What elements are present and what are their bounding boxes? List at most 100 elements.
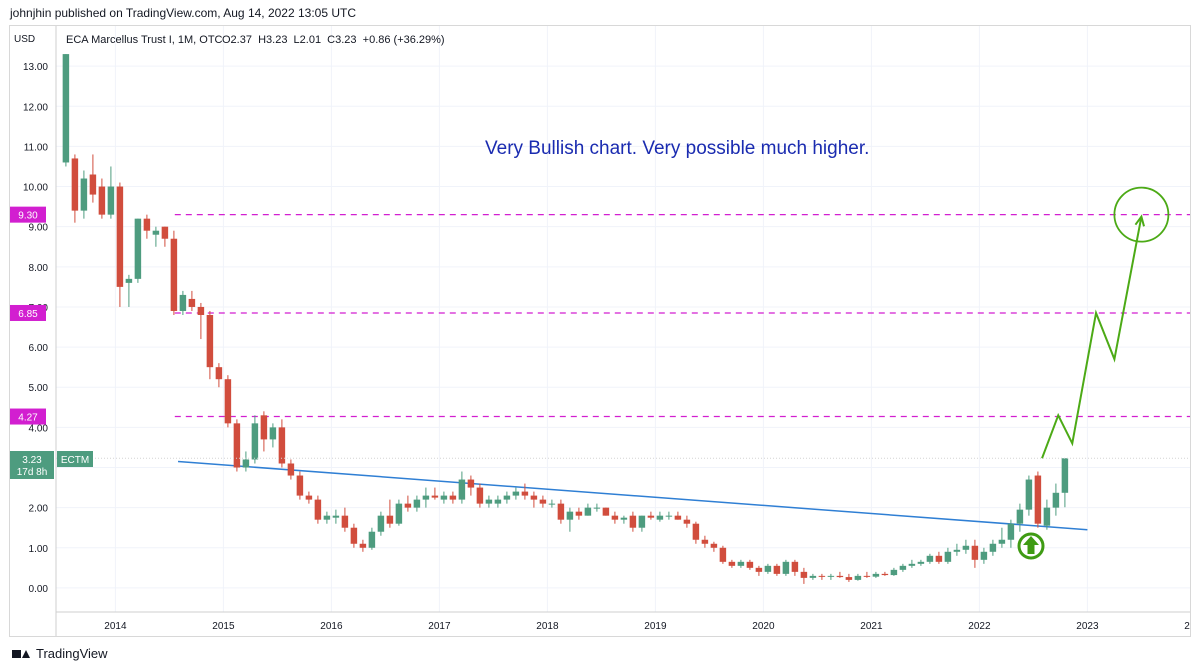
- y-tick-label: 0.00: [29, 584, 49, 595]
- candle: [1034, 471, 1042, 528]
- candle: [827, 573, 835, 580]
- candle: [980, 547, 988, 564]
- candle-body: [503, 495, 511, 500]
- candle: [89, 154, 97, 203]
- candle-body: [584, 507, 592, 516]
- candle-body: [1007, 523, 1015, 540]
- candle-body: [71, 158, 79, 211]
- candle: [62, 54, 70, 167]
- candle: [215, 363, 223, 388]
- candle: [998, 527, 1006, 548]
- candle-body: [539, 499, 547, 504]
- candle: [467, 475, 475, 496]
- horizontal-levels: [174, 213, 1190, 418]
- annotation-text: Very Bullish chart. Very possible much h…: [485, 138, 869, 159]
- candle-body: [404, 503, 412, 508]
- candle: [395, 499, 403, 526]
- candle-body: [791, 561, 799, 572]
- candle-body: [332, 515, 340, 518]
- candle-body: [179, 294, 187, 311]
- candle-body: [935, 555, 943, 562]
- candle: [233, 419, 241, 472]
- y-tick-label: 9.00: [29, 223, 49, 234]
- candle-body: [647, 515, 655, 518]
- candle-body: [899, 565, 907, 570]
- candle: [1025, 475, 1033, 516]
- candle-body: [665, 515, 673, 517]
- candle-body: [611, 515, 619, 520]
- level-badges: 9.30 6.85 4.27: [10, 206, 46, 425]
- candle-body: [566, 511, 574, 520]
- candle-body: [314, 499, 322, 520]
- candle-body: [206, 314, 214, 368]
- candle: [377, 511, 385, 536]
- candle-body: [719, 547, 727, 562]
- candle: [755, 565, 763, 576]
- candle-body: [800, 571, 808, 578]
- candle-body: [215, 367, 223, 380]
- candle-body: [62, 54, 70, 163]
- candle: [368, 527, 376, 550]
- x-tick-label: 2018: [536, 621, 559, 632]
- candle: [170, 230, 178, 315]
- candle: [134, 218, 142, 283]
- y-tick-label: 11.00: [24, 142, 49, 153]
- candle: [386, 499, 394, 528]
- candle: [710, 541, 718, 552]
- candle: [962, 539, 970, 554]
- candle: [422, 487, 430, 508]
- candle: [638, 515, 646, 532]
- y-tick-label: 10.00: [23, 183, 48, 194]
- candle: [359, 539, 367, 552]
- candle: [926, 553, 934, 564]
- candle-body: [521, 491, 529, 496]
- candle: [629, 511, 637, 532]
- candle: [674, 511, 682, 520]
- candle: [863, 571, 871, 578]
- candle-body: [971, 545, 979, 560]
- candle: [341, 507, 349, 532]
- candle: [782, 559, 790, 576]
- candle-body: [1025, 479, 1033, 510]
- candle-body: [449, 495, 457, 500]
- footer: TradingView: [12, 646, 108, 661]
- candle-body: [89, 174, 97, 195]
- candle-body: [341, 515, 349, 528]
- y-tick-label: 5.00: [29, 383, 49, 394]
- candle: [287, 459, 295, 480]
- candlestick-chart[interactable]: 0.001.002.003.004.005.006.007.008.009.00…: [10, 26, 1200, 636]
- candle-body: [755, 567, 763, 572]
- candle-body: [692, 523, 700, 540]
- candle: [593, 503, 601, 512]
- candle-body: [440, 495, 448, 500]
- candle: [161, 226, 169, 247]
- candle-body: [602, 507, 610, 516]
- candle: [224, 375, 232, 428]
- candle: [656, 511, 664, 522]
- candle: [80, 170, 88, 219]
- candle-body: [494, 499, 502, 504]
- candle: [665, 511, 673, 520]
- candle: [602, 507, 610, 516]
- level-badge-label: 6.85: [18, 309, 38, 320]
- candle-body: [575, 511, 583, 516]
- candle-body: [188, 298, 196, 307]
- candle: [899, 563, 907, 572]
- x-gridlines: [114, 26, 1196, 612]
- candle: [1052, 483, 1060, 516]
- countdown-value: 17d 8h: [17, 467, 48, 478]
- candle: [719, 545, 727, 564]
- candle: [71, 154, 79, 223]
- candle: [269, 423, 277, 448]
- candle-body: [989, 543, 997, 552]
- x-tick-label: 2019: [644, 621, 667, 632]
- currency-label: USD: [14, 34, 35, 45]
- candle-body: [260, 415, 268, 440]
- projection-group: [1041, 186, 1170, 459]
- symbol-label: ECTM: [61, 455, 89, 466]
- x-tick-label: 2015: [212, 621, 235, 632]
- candle: [566, 507, 574, 532]
- level-badge: [10, 206, 46, 223]
- candle: [152, 226, 160, 247]
- candle-body: [701, 539, 709, 544]
